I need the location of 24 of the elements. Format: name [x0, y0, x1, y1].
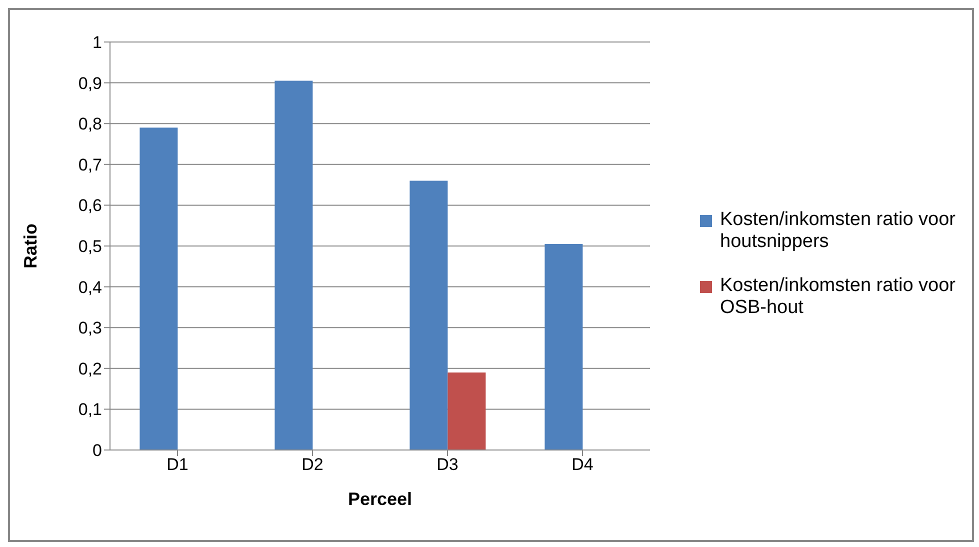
y-tick-label: 0,3 [78, 318, 102, 338]
y-tick-label: 0,9 [78, 74, 102, 93]
y-tick-label: 0,8 [78, 114, 102, 134]
y-tick-label: 0,6 [78, 196, 102, 216]
x-tick-label: D3 [436, 455, 458, 474]
x-tick-label: D2 [302, 455, 324, 474]
legend-label: Kosten/inkomsten ratio voor houtsnippers [720, 209, 957, 253]
y-tick-label: 0,1 [78, 400, 102, 420]
y-axis-title: Ratio [20, 223, 40, 268]
legend-label: Kosten/inkomsten ratio voor OSB-hout [720, 275, 957, 319]
x-tick-label: D4 [572, 455, 594, 474]
bar [140, 128, 178, 450]
y-tick-label: 0,7 [78, 155, 102, 174]
bar [274, 80, 313, 450]
x-tick-label: D1 [166, 455, 188, 474]
y-tick-label: 0 [92, 441, 102, 460]
bar [544, 244, 583, 450]
y-tick-label: 0,2 [78, 359, 102, 378]
y-tick-label: 0,4 [78, 278, 102, 297]
bar [448, 372, 486, 450]
bar [410, 180, 448, 450]
y-tick-label: 1 [92, 33, 102, 52]
y-tick-label: 0,5 [78, 237, 102, 256]
x-axis-title: Perceel [348, 489, 412, 509]
